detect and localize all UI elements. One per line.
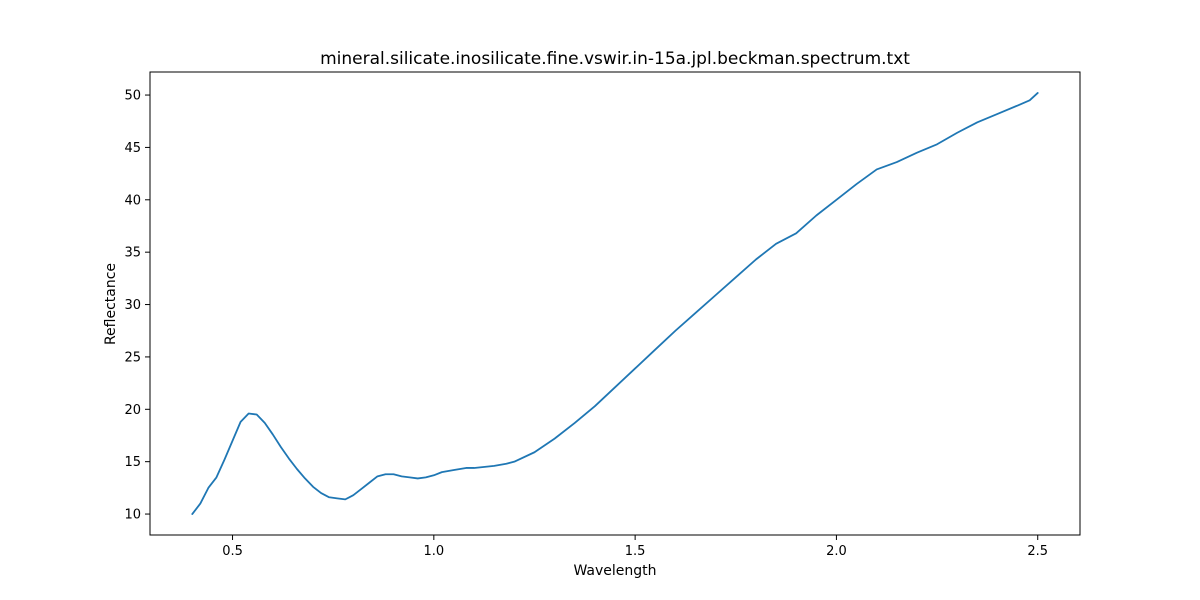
y-axis-label: Reflectance <box>103 263 119 345</box>
x-tick-label: 2.0 <box>826 544 847 559</box>
series-layer <box>191 92 1039 515</box>
y-axis-ticks: 10 15 20 25 30 35 40 45 50 <box>124 89 150 523</box>
y-tick-label: 30 <box>124 298 141 313</box>
x-tick-label: 0.5 <box>222 544 243 559</box>
x-axis-ticks: 0.5 1.0 1.5 2.0 2.5 <box>222 535 1048 559</box>
x-tick-label: 1.0 <box>423 544 444 559</box>
x-tick-label: 1.5 <box>625 544 646 559</box>
plot-frame <box>149 71 1081 536</box>
y-tick-label: 40 <box>124 193 141 208</box>
y-tick-label: 50 <box>124 89 141 104</box>
x-axis-label: Wavelength <box>573 563 656 579</box>
series-line-0 <box>191 92 1039 515</box>
y-tick-label: 15 <box>124 455 141 470</box>
y-tick-label: 45 <box>124 141 141 156</box>
y-tick-label: 35 <box>124 246 141 261</box>
y-tick-label: 10 <box>124 508 141 523</box>
chart-title: mineral.silicate.inosilicate.fine.vswir.… <box>320 49 910 69</box>
y-tick-label: 20 <box>124 403 141 418</box>
y-tick-label: 25 <box>124 350 141 365</box>
x-tick-label: 2.5 <box>1027 544 1048 559</box>
